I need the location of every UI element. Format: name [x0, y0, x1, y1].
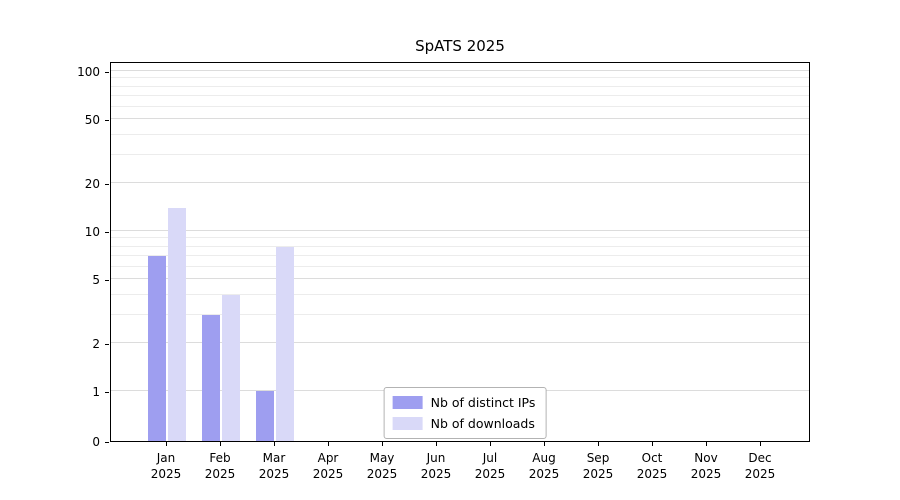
legend-item: Nb of distinct IPs	[392, 395, 536, 410]
bar-nb-of-distinct-ips	[202, 314, 220, 441]
x-tick-mark	[544, 442, 545, 446]
bar-nb-of-downloads	[222, 294, 240, 441]
gridline	[111, 105, 809, 107]
x-tick-label: May 2025	[366, 451, 398, 482]
x-tick-label: Sep 2025	[582, 451, 614, 482]
y-tick-mark	[105, 280, 109, 282]
y-tick-mark	[105, 442, 109, 443]
gridline	[111, 230, 809, 231]
x-tick-label: Aug 2025	[528, 451, 560, 482]
gridline	[111, 77, 809, 79]
x-tick-mark	[274, 442, 275, 446]
y-tick-label: 100	[77, 65, 100, 79]
y-tick-mark	[105, 120, 109, 122]
y-tick-mark	[105, 392, 109, 393]
x-tick-mark	[382, 442, 383, 446]
x-tick-label: Nov 2025	[690, 451, 722, 482]
chart-title: SpATS 2025	[415, 37, 505, 55]
x-tick-mark	[220, 442, 221, 446]
gridline	[111, 85, 809, 87]
bar-nb-of-distinct-ips	[148, 255, 166, 441]
y-tick-mark	[105, 72, 109, 73]
gridline	[111, 341, 809, 343]
x-tick-label: Mar 2025	[258, 451, 290, 482]
legend: Nb of distinct IPs Nb of downloads	[383, 387, 547, 439]
x-tick-mark	[490, 442, 491, 446]
x-tick-mark	[598, 442, 599, 446]
x-tick-label: Jun 2025	[420, 451, 452, 482]
x-tick-mark	[706, 442, 707, 446]
y-tick-label: 20	[84, 176, 100, 191]
y-tick-label: 1	[92, 385, 100, 399]
x-tick-mark	[166, 442, 167, 446]
x-tick-mark	[652, 442, 653, 446]
gridline	[111, 237, 809, 239]
x-tick-label: Jan 2025	[150, 451, 182, 482]
x-tick-label: Apr 2025	[312, 451, 344, 482]
x-tick-mark	[760, 442, 761, 446]
y-tick-mark	[105, 183, 109, 185]
y-tick-mark	[105, 232, 109, 233]
gridline	[111, 265, 809, 267]
legend-label: Nb of downloads	[430, 416, 535, 431]
x-tick-label: Oct 2025	[636, 451, 668, 482]
gridline	[111, 94, 809, 96]
x-tick-label: Dec 2025	[744, 451, 776, 482]
x-tick-mark	[328, 442, 329, 446]
gridline	[111, 293, 809, 295]
plot-area	[110, 62, 810, 442]
gridline	[111, 278, 809, 280]
legend-swatch	[392, 417, 423, 430]
legend-label: Nb of distinct IPs	[430, 395, 536, 410]
gridline	[111, 313, 809, 315]
y-tick-mark	[105, 343, 109, 345]
y-tick-label: 10	[84, 225, 100, 239]
y-tick-label: 50	[84, 113, 100, 128]
legend-swatch	[392, 396, 423, 409]
gridline	[111, 133, 809, 135]
gridline	[111, 254, 809, 256]
y-tick-label: 5	[92, 273, 100, 288]
y-tick-label: 0	[92, 435, 100, 449]
x-tick-mark	[436, 442, 437, 446]
x-tick-label: Jul 2025	[474, 451, 506, 482]
x-tick-label: Feb 2025	[204, 451, 236, 482]
gridline	[111, 245, 809, 247]
y-tick-label: 2	[92, 336, 100, 351]
gridline	[111, 181, 809, 183]
gridline	[111, 153, 809, 155]
bar-nb-of-downloads	[276, 246, 294, 441]
bar-nb-of-distinct-ips	[256, 391, 274, 441]
legend-item: Nb of downloads	[392, 416, 536, 431]
bar-nb-of-downloads	[168, 207, 186, 441]
gridline	[111, 70, 809, 71]
gridline	[111, 118, 809, 120]
